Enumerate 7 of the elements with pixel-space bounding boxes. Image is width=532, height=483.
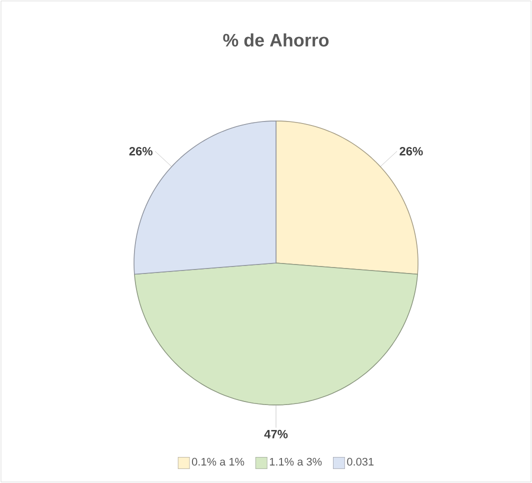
- legend-label: 0.1% a 1%: [192, 458, 244, 466]
- data-label: 26%: [400, 146, 423, 156]
- chart-title: % de Ahorro: [223, 33, 329, 47]
- data-label: 47%: [264, 430, 288, 438]
- data-label: 26%: [129, 146, 152, 156]
- legend-label: 1.1% a 3%: [270, 458, 322, 466]
- legend-label: 0.031: [347, 458, 374, 466]
